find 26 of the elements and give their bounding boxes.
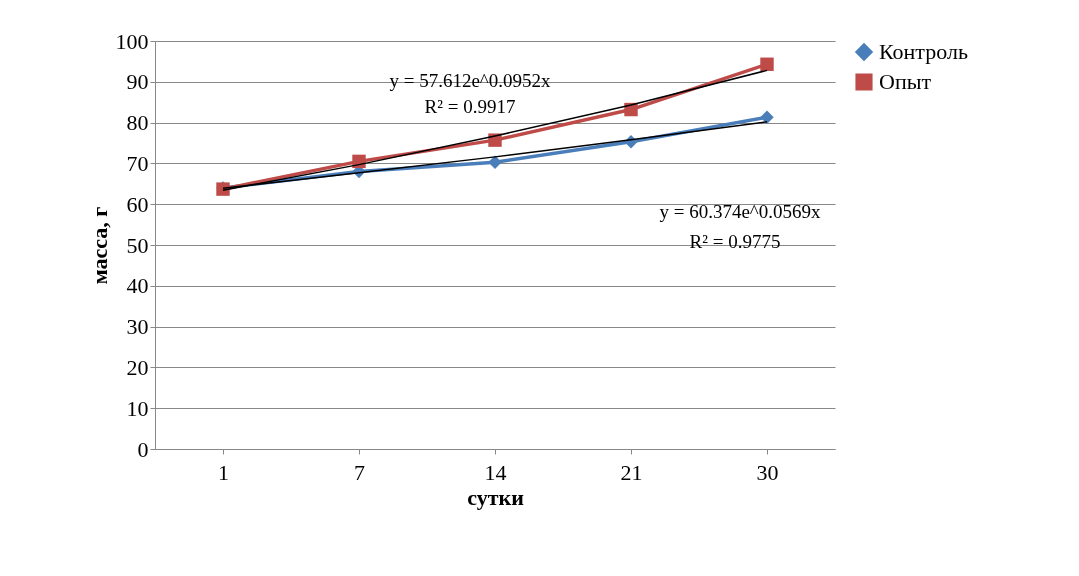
y-tick-label: 70 <box>126 150 149 176</box>
y-tick-label: 100 <box>115 28 149 54</box>
annotation: R² = 0.9775 <box>689 231 781 252</box>
legend-label: Контроль <box>879 39 968 64</box>
annotation: y = 57.612e^0.0952x <box>389 70 552 91</box>
y-tick-label: 20 <box>126 354 149 380</box>
y-tick-label: 30 <box>126 314 149 340</box>
point <box>760 57 774 71</box>
x-tick-label: 14 <box>484 459 507 485</box>
x-tick-label: 1 <box>218 459 229 485</box>
x-axis-title: сутки <box>467 484 525 510</box>
y-tick-label: 90 <box>126 69 149 95</box>
x-tick-label: 7 <box>354 459 365 485</box>
y-tick-label: 40 <box>126 273 149 299</box>
y-tick-label: 0 <box>137 436 149 462</box>
y-tick-label: 80 <box>126 110 149 136</box>
x-tick-label: 21 <box>620 459 643 485</box>
annotation: y = 60.374e^0.0569x <box>659 201 822 222</box>
y-tick-label: 10 <box>126 395 149 421</box>
y-tick-label: 60 <box>126 191 149 217</box>
legend-label: Опыт <box>879 69 932 94</box>
x-tick-label: 30 <box>756 459 779 485</box>
annotation: R² = 0.9917 <box>424 96 516 117</box>
y-tick-label: 50 <box>126 232 149 258</box>
point <box>760 110 774 124</box>
y-axis-title: масса, г <box>86 206 112 285</box>
